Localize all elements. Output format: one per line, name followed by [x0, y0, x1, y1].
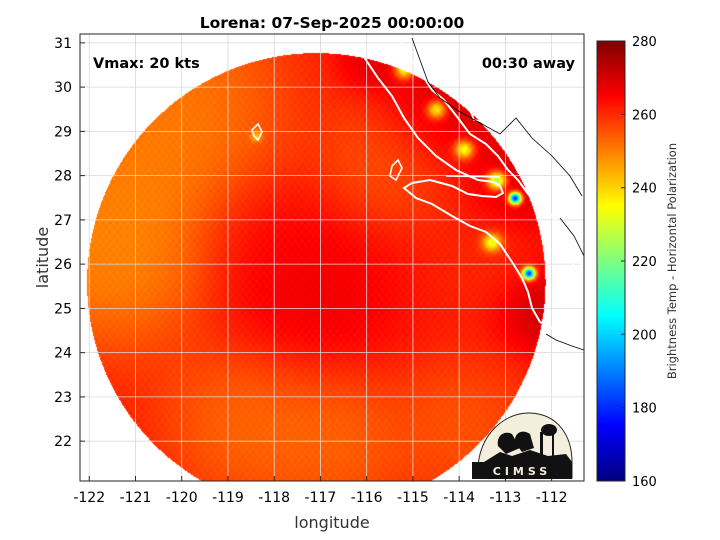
coastline-gulf-islands: [469, 102, 584, 278]
colorbar-label: Brightness Temp - Horizontal Polarizatio…: [665, 143, 679, 379]
colorbar-tick-label: 280: [632, 35, 657, 50]
satellite-dish-icon: [497, 432, 520, 454]
tower-icon: [540, 432, 543, 462]
colorbar-tick-label: 240: [632, 182, 657, 197]
y-tick-label: 25: [54, 301, 72, 317]
x-tick-label: -117: [305, 490, 337, 506]
colorbar-tick-label: 260: [632, 108, 657, 123]
y-tick-label: 30: [54, 80, 72, 96]
y-axis-ticks: 22 23 24 25 26 27 28 29 30 31: [54, 36, 85, 450]
brightness-temp-swath: [80, 34, 584, 481]
x-tick-label: -122: [73, 490, 105, 506]
colorbar: 160 180 200 220 240 260 280 Brightness Temp - …: [596, 35, 679, 490]
satellite-dish-icon-2: [515, 431, 534, 452]
y-tick-label: 29: [54, 124, 72, 140]
y-tick-label: 31: [54, 36, 72, 52]
plot-area: -122 -121 -120 -119 -118 -117 -116 -115 -114 -113…: [54, 33, 585, 506]
chart-title: Lorena: 07-Sep-2025 00:00:00: [200, 14, 465, 32]
y-tick-label: 23: [54, 390, 72, 406]
x-tick-label: -112: [536, 490, 568, 506]
y-tick-label: 27: [54, 213, 72, 229]
x-tick-label: -118: [258, 490, 290, 506]
logo-text: CIMSS: [493, 465, 551, 478]
building-silhouette-icon: [484, 450, 572, 462]
x-tick-label: -114: [443, 490, 475, 506]
y-axis-label: latitude: [33, 227, 52, 288]
x-tick-label: -116: [351, 490, 383, 506]
island-guadalupe: [251, 122, 263, 142]
gridlines: [80, 34, 584, 481]
y-tick-label: 28: [54, 169, 72, 185]
colorbar-tick-label: 180: [632, 402, 657, 417]
coastlines: [251, 37, 584, 351]
colorbar-gradient: [597, 41, 625, 481]
vmax-annotation: Vmax: 20 kts: [93, 56, 200, 72]
x-tick-label: -115: [397, 490, 429, 506]
island-cedros: [389, 158, 403, 182]
colorbar-ticks: 160 180 200 220 240 260 280: [621, 35, 657, 490]
y-tick-label: 24: [54, 346, 72, 362]
x-axis-ticks: -122 -121 -120 -119 -118 -117 -116 -115 -114 -113…: [73, 476, 568, 506]
water-tower-icon: [541, 424, 557, 436]
x-axis-label: longitude: [294, 513, 369, 532]
state-border: [445, 175, 501, 178]
x-tick-label: -120: [166, 490, 198, 506]
land-border-us: [411, 37, 583, 197]
land-border-mainland: [559, 217, 584, 257]
cimss-logo: CIMSS: [472, 412, 573, 479]
x-tick-label: -119: [212, 490, 244, 506]
colorbar-tick-label: 160: [632, 475, 657, 490]
y-tick-label: 22: [54, 434, 72, 450]
colorbar-tick-label: 220: [632, 255, 657, 270]
colorbar-tick-label: 200: [632, 328, 657, 343]
coastline-mainland: [399, 39, 584, 279]
land-border-baja-tip: [545, 333, 584, 351]
tower-leg-icon: [552, 434, 554, 462]
time-offset-annotation: 00:30 away: [482, 56, 576, 72]
coastline-baja-peninsula: [355, 44, 573, 339]
x-tick-label: -113: [490, 490, 522, 506]
plot-frame: [79, 33, 585, 482]
y-tick-label: 26: [54, 257, 72, 273]
logo-banner: [472, 462, 572, 479]
x-tick-label: -121: [120, 490, 152, 506]
